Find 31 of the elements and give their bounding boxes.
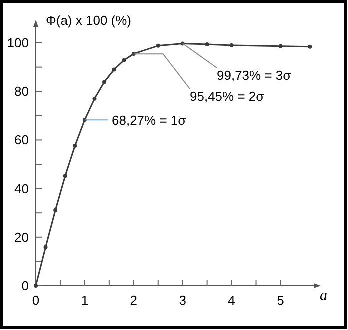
x-tick-label: 0 xyxy=(32,293,40,308)
y-tick-label: 60 xyxy=(14,132,29,148)
x-tick-label: 3 xyxy=(179,293,186,308)
point xyxy=(73,144,78,148)
x-tick-label: 2 xyxy=(130,293,138,308)
point xyxy=(112,68,116,72)
x-tick-label: 4 xyxy=(228,293,236,308)
point xyxy=(54,208,58,212)
y-axis-title: Φ(a) x 100 (%) xyxy=(46,13,132,28)
point xyxy=(230,43,234,48)
point xyxy=(44,245,48,250)
x-tick-label: 5 xyxy=(277,293,284,308)
point xyxy=(122,58,126,63)
x-axis-title: a xyxy=(320,288,328,304)
point xyxy=(156,44,160,48)
point xyxy=(63,174,68,178)
y-tick-label: 20 xyxy=(14,230,29,245)
y-tick-label: 40 xyxy=(14,181,29,196)
y-tick-label: 0 xyxy=(22,278,29,294)
annotation: 95,45% = 2σ xyxy=(190,89,264,104)
point xyxy=(34,284,38,288)
annotation: 99,73% = 3σ xyxy=(217,68,292,83)
point xyxy=(102,80,107,84)
annotation: 68,27% = 1σ xyxy=(112,113,186,128)
y-tick-label: 80 xyxy=(14,84,29,100)
point xyxy=(205,42,210,46)
point xyxy=(278,44,283,48)
x-tick-label: 1 xyxy=(81,293,89,308)
y-tick-label: 100 xyxy=(7,36,29,51)
point xyxy=(92,96,97,101)
point xyxy=(308,44,312,49)
